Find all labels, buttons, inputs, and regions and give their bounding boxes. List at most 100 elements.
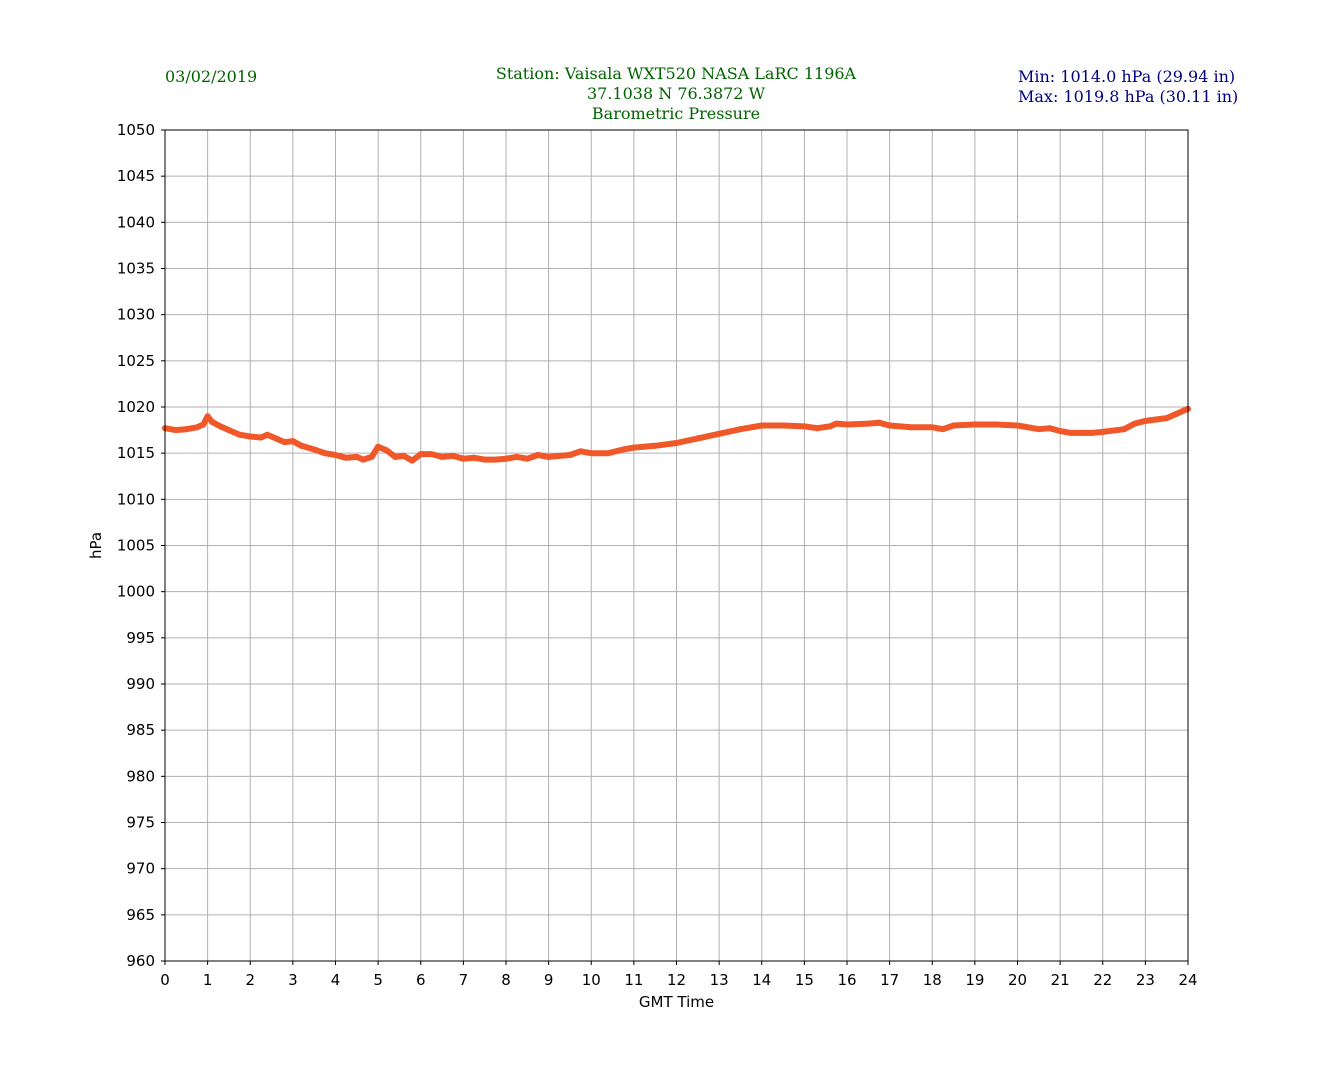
data-point xyxy=(588,450,595,457)
y-tick-label: 1035 xyxy=(117,260,155,278)
data-point xyxy=(200,421,207,428)
data-point xyxy=(172,427,179,434)
x-tick-label: 14 xyxy=(752,971,771,989)
x-axis-label: GMT Time xyxy=(639,993,714,1011)
data-point xyxy=(737,426,744,433)
y-tick-label: 995 xyxy=(126,629,155,647)
x-tick-label: 18 xyxy=(923,971,942,989)
data-point xyxy=(620,446,627,453)
x-tick-label: 5 xyxy=(373,971,383,989)
data-point xyxy=(673,440,680,447)
data-point xyxy=(321,450,328,457)
x-tick-label: 3 xyxy=(288,971,298,989)
data-point xyxy=(1014,422,1021,429)
x-tick-label: 6 xyxy=(416,971,426,989)
data-point xyxy=(272,435,279,442)
data-point xyxy=(481,456,488,463)
data-point xyxy=(1035,426,1042,433)
data-point xyxy=(758,422,765,429)
title-block: Station: Vaisala WXT520 NASA LaRC 1196A … xyxy=(476,64,876,124)
data-point xyxy=(439,453,446,460)
data-point xyxy=(257,434,264,441)
data-point xyxy=(298,442,305,449)
data-point xyxy=(353,453,360,460)
data-point xyxy=(1131,420,1138,427)
data-point xyxy=(1046,425,1053,432)
data-point xyxy=(556,452,563,459)
data-point xyxy=(392,453,399,460)
data-point xyxy=(716,430,723,437)
data-point xyxy=(409,457,416,464)
y-tick-label: 1050 xyxy=(117,121,155,139)
data-point xyxy=(1142,417,1149,424)
data-point xyxy=(1174,410,1181,417)
y-tick-label: 1040 xyxy=(117,213,155,231)
y-tick-label: 980 xyxy=(126,767,155,785)
data-point xyxy=(236,431,243,438)
x-tick-label: 4 xyxy=(331,971,341,989)
y-tick-label: 975 xyxy=(126,814,155,832)
data-point xyxy=(875,419,882,426)
y-tick-label: 1045 xyxy=(117,167,155,185)
data-point xyxy=(826,423,833,430)
data-point xyxy=(1057,428,1064,435)
series-group xyxy=(162,405,1191,464)
data-point xyxy=(1025,424,1032,431)
data-point xyxy=(428,451,435,458)
x-tick-label: 22 xyxy=(1093,971,1112,989)
y-axis-label: hPa xyxy=(87,532,105,559)
data-point xyxy=(383,447,390,454)
y-tick-label: 1015 xyxy=(117,444,155,462)
y-tick-label: 1030 xyxy=(117,306,155,324)
data-point xyxy=(907,424,914,431)
chart-date: 03/02/2019 xyxy=(165,67,258,86)
data-point xyxy=(605,450,612,457)
x-tick-label: 1 xyxy=(203,971,213,989)
station-line: Station: Vaisala WXT520 NASA LaRC 1196A xyxy=(495,64,857,83)
data-point xyxy=(1121,426,1128,433)
data-point xyxy=(534,452,541,459)
data-point xyxy=(193,424,200,431)
x-tick-label: 17 xyxy=(880,971,899,989)
data-point xyxy=(929,424,936,431)
x-tick-label: 19 xyxy=(965,971,984,989)
data-point xyxy=(886,422,893,429)
x-tick-label: 11 xyxy=(624,971,643,989)
data-point xyxy=(545,453,552,460)
data-point xyxy=(417,451,424,458)
grid-lines xyxy=(164,129,1189,962)
data-point xyxy=(368,453,375,460)
x-tick-label: 16 xyxy=(837,971,856,989)
data-point xyxy=(375,443,382,450)
y-tick-label: 970 xyxy=(126,860,155,878)
data-point xyxy=(652,442,659,449)
min-max-block: Min: 1014.0 hPa (29.94 in) Max: 1019.8 h… xyxy=(1018,67,1238,107)
data-point xyxy=(208,418,215,425)
data-point xyxy=(204,413,211,420)
data-point xyxy=(833,420,840,427)
chart-title: Barometric Pressure xyxy=(591,104,761,123)
y-tick-label: 1020 xyxy=(117,398,155,416)
data-point xyxy=(939,426,946,433)
data-point xyxy=(183,426,190,433)
data-point xyxy=(400,452,407,459)
data-point xyxy=(247,433,254,440)
x-tick-label: 10 xyxy=(582,971,601,989)
data-point xyxy=(492,456,499,463)
data-point xyxy=(503,455,509,462)
data-point xyxy=(289,438,296,445)
axis-ticks: 0 1 2 3 4 5 6 7 8 9 10 11 12 13 14 15 16 17 18 19 20 21 22 23 24… xyxy=(117,121,1198,989)
x-tick-label: 0 xyxy=(160,971,170,989)
x-tick-label: 20 xyxy=(1008,971,1027,989)
data-point xyxy=(577,448,584,455)
coords-line: 37.1038 N 76.3872 W xyxy=(586,84,766,103)
x-tick-label: 13 xyxy=(710,971,729,989)
x-tick-label: 9 xyxy=(544,971,554,989)
min-value: Min: 1014.0 hPa (29.94 in) xyxy=(1018,67,1236,86)
y-tick-label: 1005 xyxy=(117,537,155,555)
data-point xyxy=(1163,415,1170,422)
data-point xyxy=(449,452,456,459)
data-point xyxy=(311,446,318,453)
data-point xyxy=(281,439,288,446)
